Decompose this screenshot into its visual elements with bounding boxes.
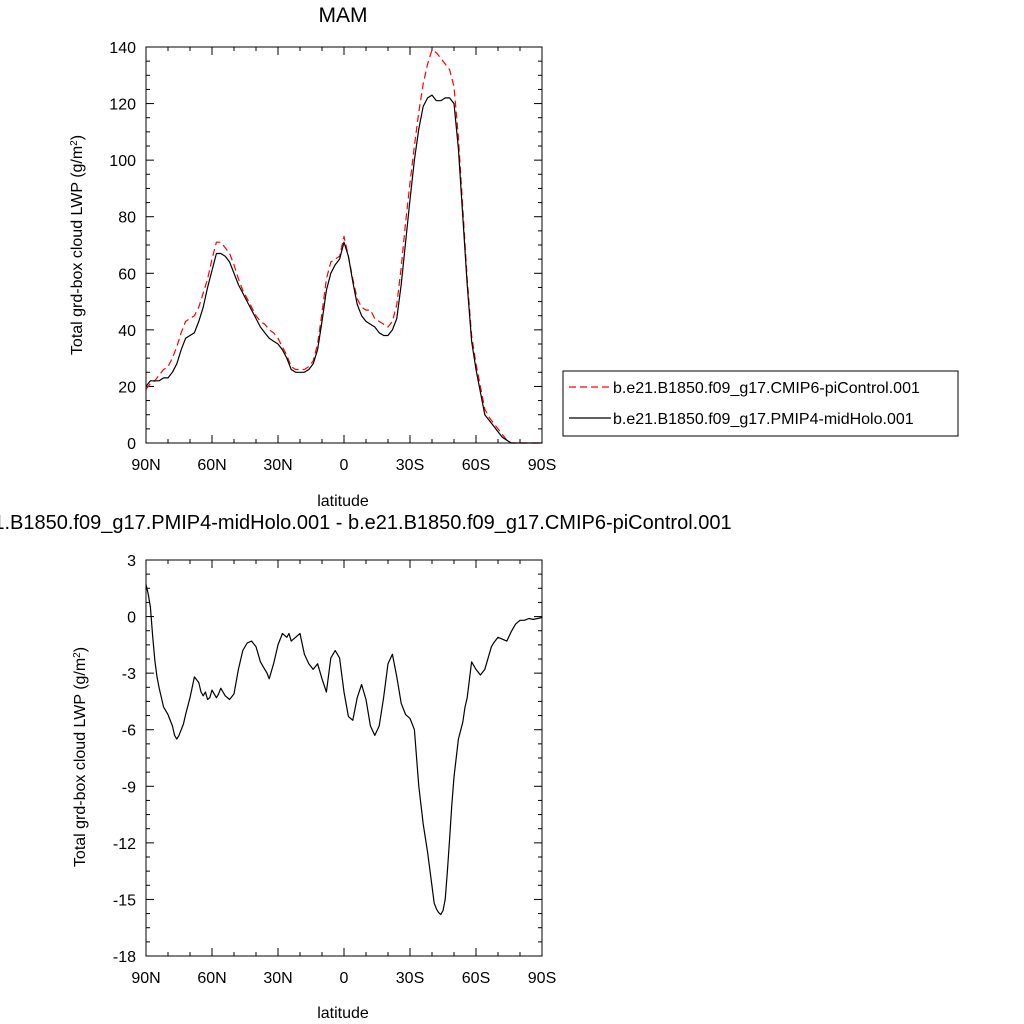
bottom-x-axis-label: latitude <box>317 1005 369 1022</box>
legend-label-midholo: b.e21.B1850.f09_g17.PMIP4-midHolo.001 <box>613 411 914 428</box>
bottom-xtick-label: 0 <box>340 970 349 987</box>
bottom-series-lines <box>145 584 543 916</box>
bottom-ytick-label: -18 <box>113 949 136 966</box>
bottom-ytick-label: -12 <box>113 836 136 853</box>
bottom-plot-frame <box>145 559 543 957</box>
legend-label-picontrol: b.e21.B1850.f09_g17.CMIP6-piControl.001 <box>613 380 920 397</box>
top-title: MAM <box>319 4 368 27</box>
top-xtick-label: 60N <box>197 457 226 474</box>
top-y-axis-label-text: Total grd-box cloud LWP (g/m2) <box>69 135 87 355</box>
bottom-xtick-label: 90N <box>131 970 160 987</box>
top-xtick-label: 30S <box>396 457 424 474</box>
bottom-y-axis-label: Total grd-box cloud LWP (g/m2) <box>72 647 90 867</box>
top-ytick-label: 100 <box>109 153 136 170</box>
top-ytick-label: 80 <box>118 210 136 227</box>
bottom-xtick-label: 90S <box>528 970 556 987</box>
top-plot-frame <box>145 46 543 444</box>
top-y-axis-label: Total grd-box cloud LWP (g/m2) <box>69 135 87 355</box>
top-x-axis-label: latitude <box>317 493 369 510</box>
bottom-xtick-label: 30N <box>263 970 292 987</box>
top-xtick-label: 0 <box>340 457 349 474</box>
top-series-lines <box>145 49 542 444</box>
top-xtick-label: 90N <box>131 457 160 474</box>
bottom-series-line-0 <box>145 584 543 916</box>
top-ytick-label: 20 <box>118 379 136 396</box>
top-ytick-label: 60 <box>118 266 136 283</box>
bottom-xtick-label: 60S <box>462 970 490 987</box>
legend-box <box>562 370 959 437</box>
bottom-panel: b.e21.B1850.f09_g17.PMIP4-midHolo.001 - … <box>0 512 732 1022</box>
bottom-xtick-label: 60N <box>197 970 226 987</box>
top-ytick-label: 120 <box>109 97 136 114</box>
bottom-y-axis-label-text: Total grd-box cloud LWP (g/m2) <box>72 647 90 867</box>
legend: b.e21.B1850.f09_g17.CMIP6-piControl.001 … <box>562 370 959 437</box>
bottom-ytick-label: 0 <box>127 610 136 627</box>
top-xtick-label: 90S <box>528 457 556 474</box>
top-series-line-0 <box>145 49 542 444</box>
bottom-title: b.e21.B1850.f09_g17.PMIP4-midHolo.001 - … <box>0 512 732 534</box>
bottom-ytick-label: -9 <box>122 779 136 796</box>
top-xtick-label: 30N <box>263 457 292 474</box>
top-ticks: 0 20 40 60 80 100 120 140 90N 60N 30N 0 30S 60S 90S <box>109 40 556 474</box>
bottom-ytick-label: -15 <box>113 892 136 909</box>
bottom-ytick-label: 3 <box>127 553 136 570</box>
top-ytick-label: 40 <box>118 323 136 340</box>
top-ytick-label: 140 <box>109 40 136 57</box>
top-xtick-label: 60S <box>462 457 490 474</box>
bottom-xtick-label: 30S <box>396 970 424 987</box>
bottom-ticks: -18 -15 -12 -9 -6 -3 0 3 90N 60N 30N 0 30S 60S 90S <box>113 553 556 987</box>
top-panel: MAM Total grd-box cloud LWP (g/m2) latit… <box>69 4 557 510</box>
top-series-line-1 <box>145 94 542 444</box>
top-ytick-label: 0 <box>127 436 136 453</box>
bottom-ytick-label: -6 <box>122 723 136 740</box>
bottom-ytick-label: -3 <box>122 666 136 683</box>
